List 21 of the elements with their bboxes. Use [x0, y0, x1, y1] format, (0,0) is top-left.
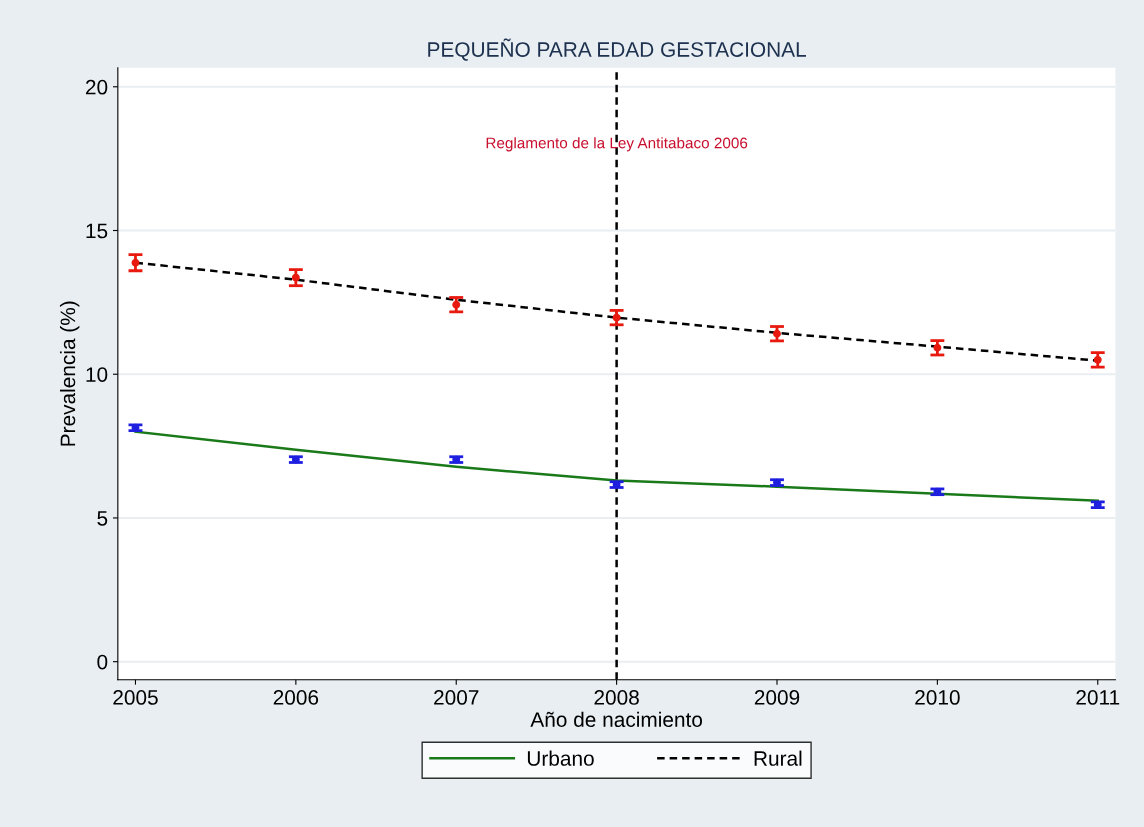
legend-label: Rural	[754, 750, 802, 766]
y-axis-title: Prevalencia (%)	[59, 301, 80, 446]
point	[1093, 355, 1102, 364]
y-tick-label: 20	[85, 79, 108, 95]
annotation: Reglamento de la Ley Antitabaco 2006	[486, 137, 748, 152]
legend-label: Urbano	[527, 750, 594, 766]
x-tick-label: 2010	[915, 690, 960, 705]
point	[291, 273, 300, 282]
point	[131, 258, 140, 267]
x-tick-label: 2006	[273, 690, 319, 705]
x-tick-label: 2005	[113, 690, 158, 705]
x-tick-label: 2009	[754, 690, 800, 705]
y-tick-label: 5	[97, 511, 108, 526]
x-tick-label: 2011	[1076, 690, 1120, 705]
chart-title: PEQUEÑO PARA EDAD GESTACIONAL	[428, 38, 806, 61]
y-tick-label: 0	[97, 654, 108, 670]
x-axis-title: Año de nacimiento	[530, 711, 703, 728]
y-tick-label: 15	[86, 223, 108, 239]
y-tick-label: 10	[86, 367, 108, 382]
x-tick-label: 2008	[594, 690, 639, 705]
x-tick-label: 2007	[434, 690, 479, 705]
